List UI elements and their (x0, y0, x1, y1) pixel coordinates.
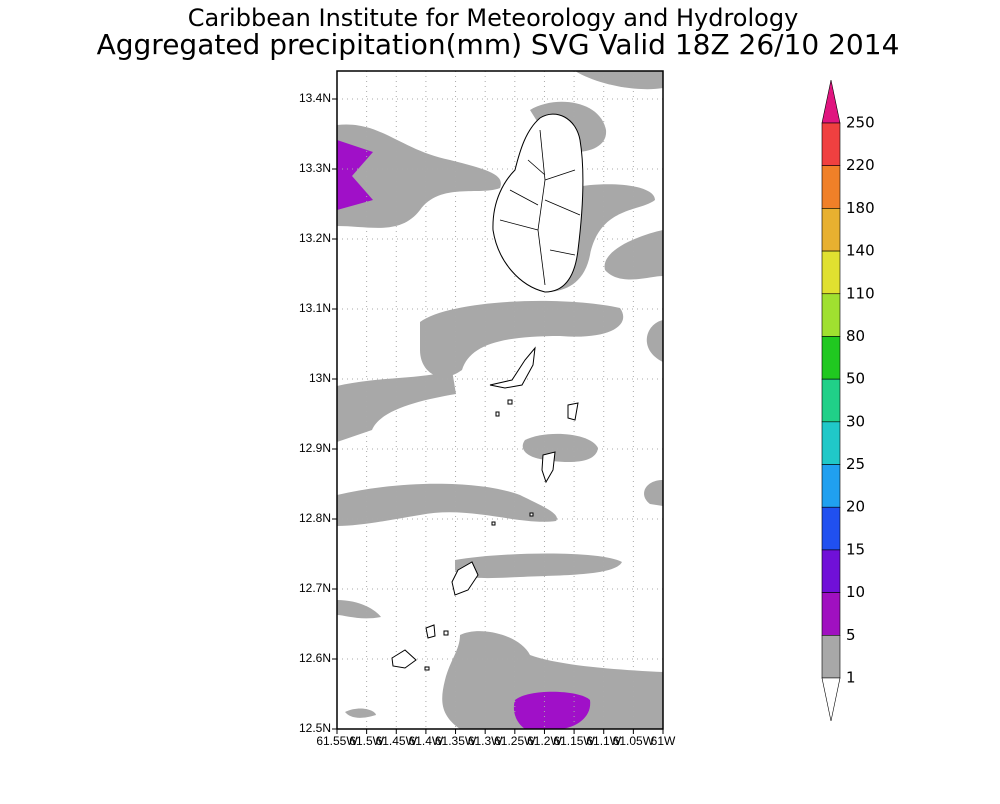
colorbar-swatch (821, 293, 841, 337)
island (451, 561, 479, 596)
x-tick-label: 61.05W (613, 734, 655, 748)
island (541, 451, 556, 484)
colorbar-swatch (821, 506, 841, 551)
rain-area (604, 230, 663, 280)
colorbar-swatch (821, 122, 841, 166)
island (495, 411, 500, 417)
y-tick-label: 12.7N (299, 581, 331, 595)
x-tick-label: 61.1W (586, 734, 621, 748)
y-tick-label: 12.5N (299, 721, 331, 735)
y-tick-label: 12.6N (299, 651, 331, 665)
y-tick-label: 13.1N (299, 301, 331, 315)
colorbar-swatch (821, 421, 841, 465)
x-tick-label: 61.3W (468, 734, 503, 748)
colorbar: 250 220 180 140 110 80 50 30 25 20 15 10 5 1 (821, 79, 875, 722)
coastlines (391, 113, 584, 671)
colorbar-label: 1 (846, 669, 856, 687)
y-tick-label: 13.2N (299, 231, 331, 245)
y-tick-label: 12.8N (299, 511, 331, 525)
x-tick-label: 61.45W (376, 734, 418, 748)
heavy-rain-area (513, 691, 591, 729)
colorbar-arrow (821, 79, 841, 124)
y-tick-label: 13.4N (299, 91, 331, 105)
x-tick-label: 61.5W (349, 734, 384, 748)
rain-area (337, 600, 381, 619)
island (489, 346, 536, 389)
colorbar-label: 110 (846, 284, 875, 302)
map-frame (336, 70, 664, 730)
colorbar-label: 15 (846, 540, 865, 558)
graticule (332, 71, 664, 734)
rain-area (644, 480, 663, 506)
colorbar-label: 50 (846, 370, 865, 388)
colorbar-label: 220 (846, 156, 875, 174)
rain-area (345, 708, 376, 718)
heavy-rain-area (337, 140, 373, 210)
colorbar-swatch (821, 635, 841, 679)
colorbar-swatch (821, 250, 841, 295)
rain-area (442, 631, 663, 729)
island (567, 402, 579, 421)
colorbar-swatch (821, 336, 841, 380)
subtitle: Aggregated precipitation(mm) SVG Valid 1… (97, 28, 900, 61)
island (443, 630, 449, 636)
colorbar-swatch (821, 464, 841, 508)
island (529, 512, 534, 517)
colorbar-arrow (821, 677, 841, 722)
x-tick-label: 61W (651, 734, 676, 748)
y-tick-label: 13.3N (299, 161, 331, 175)
rain-area (337, 124, 501, 228)
colorbar-swatch (821, 549, 841, 593)
island (492, 113, 584, 293)
title: Caribbean Institute for Meteorology and … (188, 4, 799, 32)
island (424, 666, 430, 671)
rain-area (337, 483, 558, 526)
y-tick-label: 13N (309, 371, 331, 385)
island (391, 649, 417, 669)
colorbar-swatch (821, 208, 841, 252)
colorbar-swatch (821, 165, 841, 209)
x-tick-label: 61.15W (553, 734, 595, 748)
x-tick-label: 61.4W (409, 734, 444, 748)
y-tick-label: 12.9N (299, 441, 331, 455)
x-tick-label: 61.2W (527, 734, 562, 748)
colorbar-swatch (821, 378, 841, 423)
rain-area (575, 71, 663, 90)
rain-area (420, 300, 624, 377)
colorbar-label: 80 (846, 327, 865, 345)
colorbar-label: 140 (846, 242, 875, 260)
colorbar-label: 10 (846, 583, 865, 601)
colorbar-label: 30 (846, 412, 865, 430)
island (491, 521, 496, 526)
x-tick-label: 61.55W (316, 734, 358, 748)
x-tick-label: 61.25W (494, 734, 536, 748)
colorbar-label: 250 (846, 114, 875, 132)
colorbar-label: 25 (846, 455, 865, 473)
colorbar-label: 20 (846, 498, 865, 516)
rain-area (522, 433, 598, 463)
map-area (332, 70, 664, 734)
river (499, 129, 581, 286)
island (425, 624, 436, 639)
rain-area (455, 553, 622, 579)
island (507, 399, 513, 405)
colorbar-label: 5 (846, 626, 856, 644)
rain-area (646, 320, 663, 362)
colorbar-swatch (821, 592, 841, 636)
colorbar-label: 180 (846, 199, 875, 217)
x-tick-label: 61.35W (435, 734, 477, 748)
